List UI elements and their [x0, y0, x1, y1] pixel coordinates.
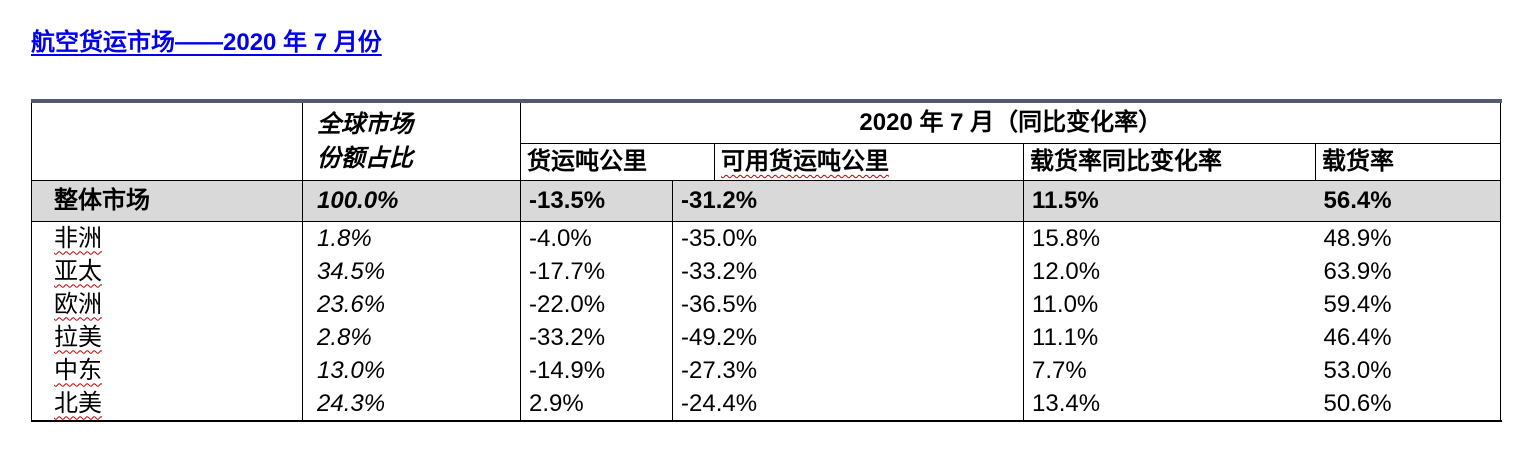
actk-cell: -35.0% — [672, 221, 1024, 255]
header-row-1: 全球市场 份额占比 2020 年 7 月（同比变化率） — [32, 101, 1501, 181]
lf-cell: 59.4% — [1323, 290, 1392, 318]
region-cell: 欧洲 — [32, 288, 303, 321]
header-share-line1: 全球市场 — [317, 110, 413, 138]
share-cell: 13.0% — [302, 354, 521, 387]
lf-change-cell: 11.1% — [1023, 321, 1316, 354]
header-ctk: 货运吨公里 — [520, 143, 715, 181]
total-ctk: -13.5% — [520, 180, 673, 222]
air-cargo-market-table: 全球市场 份额占比 2020 年 7 月（同比变化率） 货运吨公里 可用货运吨公… — [31, 99, 1502, 422]
ctk-cell: -17.7% — [520, 255, 673, 288]
region-cell: 非洲 — [32, 222, 303, 256]
share-cell: 1.8% — [302, 221, 521, 255]
region-label: 北美 — [54, 389, 102, 417]
total-share: 100.0% — [302, 180, 521, 222]
share-cell: 24.3% — [302, 387, 521, 421]
table-row: 北美 24.3% 2.9% -24.4% 13.4% 50.6% — [32, 387, 1501, 421]
actk-cell: -36.5% — [672, 288, 1024, 321]
ctk-cell: 2.9% — [520, 387, 673, 421]
header-share-cell: 全球市场 份额占比 — [302, 101, 521, 181]
share-cell: 34.5% — [302, 255, 521, 288]
table-row: 亚太 34.5% -17.7% -33.2% 12.0% 63.9% — [32, 255, 1501, 288]
actk-cell: -33.2% — [672, 255, 1024, 288]
region-label: 拉美 — [54, 323, 102, 351]
region-cell: 亚太 — [32, 255, 303, 288]
total-row: 整体市场 100.0% -13.5% -31.2% 11.5% 56.4% — [31, 180, 1501, 222]
total-region: 整体市场 — [31, 180, 303, 222]
total-lf-change: 11.5% — [1023, 180, 1316, 222]
table-row: 拉美 2.8% -33.2% -49.2% 11.1% 46.4% — [32, 321, 1501, 354]
share-cell: 2.8% — [302, 321, 521, 354]
region-label: 非洲 — [54, 224, 102, 252]
region-label: 中东 — [54, 356, 102, 384]
ctk-cell: -33.2% — [520, 321, 673, 354]
actk-cell: -27.3% — [672, 354, 1024, 387]
table-row: 欧洲 23.6% -22.0% -36.5% 11.0% 59.4% — [32, 288, 1501, 321]
header-share-line2: 份额占比 — [317, 144, 413, 172]
header-region-cell — [32, 101, 303, 181]
ctk-cell: -14.9% — [520, 354, 673, 387]
lf-change-cell: 11.0% — [1023, 288, 1316, 321]
ctk-cell: -4.0% — [520, 221, 673, 255]
header-lf-change: 载货率同比变化率 — [1023, 143, 1316, 181]
lf-cell: 63.9% — [1323, 257, 1392, 285]
ctk-cell: -22.0% — [520, 288, 673, 321]
actk-cell: -49.2% — [672, 321, 1024, 354]
lf-change-cell: 15.8% — [1023, 221, 1316, 255]
total-lf: 56.4% — [1315, 180, 1501, 222]
lf-cell: 48.9% — [1323, 224, 1392, 252]
region-cell: 中东 — [32, 354, 303, 387]
header-lf: 载货率 — [1314, 143, 1501, 181]
total-actk: -31.2% — [672, 180, 1024, 222]
lf-change-cell: 12.0% — [1023, 255, 1316, 288]
lf-cell: 53.0% — [1323, 356, 1392, 384]
region-label: 欧洲 — [54, 290, 102, 318]
actk-cell: -24.4% — [672, 387, 1024, 421]
header-period: 2020 年 7 月（同比变化率） — [519, 101, 1501, 144]
region-cell: 拉美 — [32, 321, 303, 354]
share-cell: 23.6% — [302, 288, 521, 321]
lf-change-cell: 13.4% — [1023, 387, 1316, 421]
lf-cell: 46.4% — [1323, 323, 1392, 351]
lf-change-cell: 7.7% — [1023, 354, 1316, 387]
region-cell: 北美 — [32, 387, 303, 421]
header-actk: 可用货运吨公里 — [714, 143, 1024, 181]
page-title: 航空货运市场——2020 年 7 月份 — [31, 29, 382, 56]
lf-cell: 50.6% — [1323, 389, 1392, 417]
header-actk-label: 可用货运吨公里 — [721, 148, 889, 175]
table-row: 非洲 1.8% -4.0% -35.0% 15.8% 48.9% — [32, 221, 1501, 256]
header-row-2: 货运吨公里 可用货运吨公里 载货率同比变化率 载货率 — [32, 143, 1501, 181]
table-row: 中东 13.0% -14.9% -27.3% 7.7% 53.0% — [32, 354, 1501, 387]
region-label: 亚太 — [54, 257, 102, 285]
